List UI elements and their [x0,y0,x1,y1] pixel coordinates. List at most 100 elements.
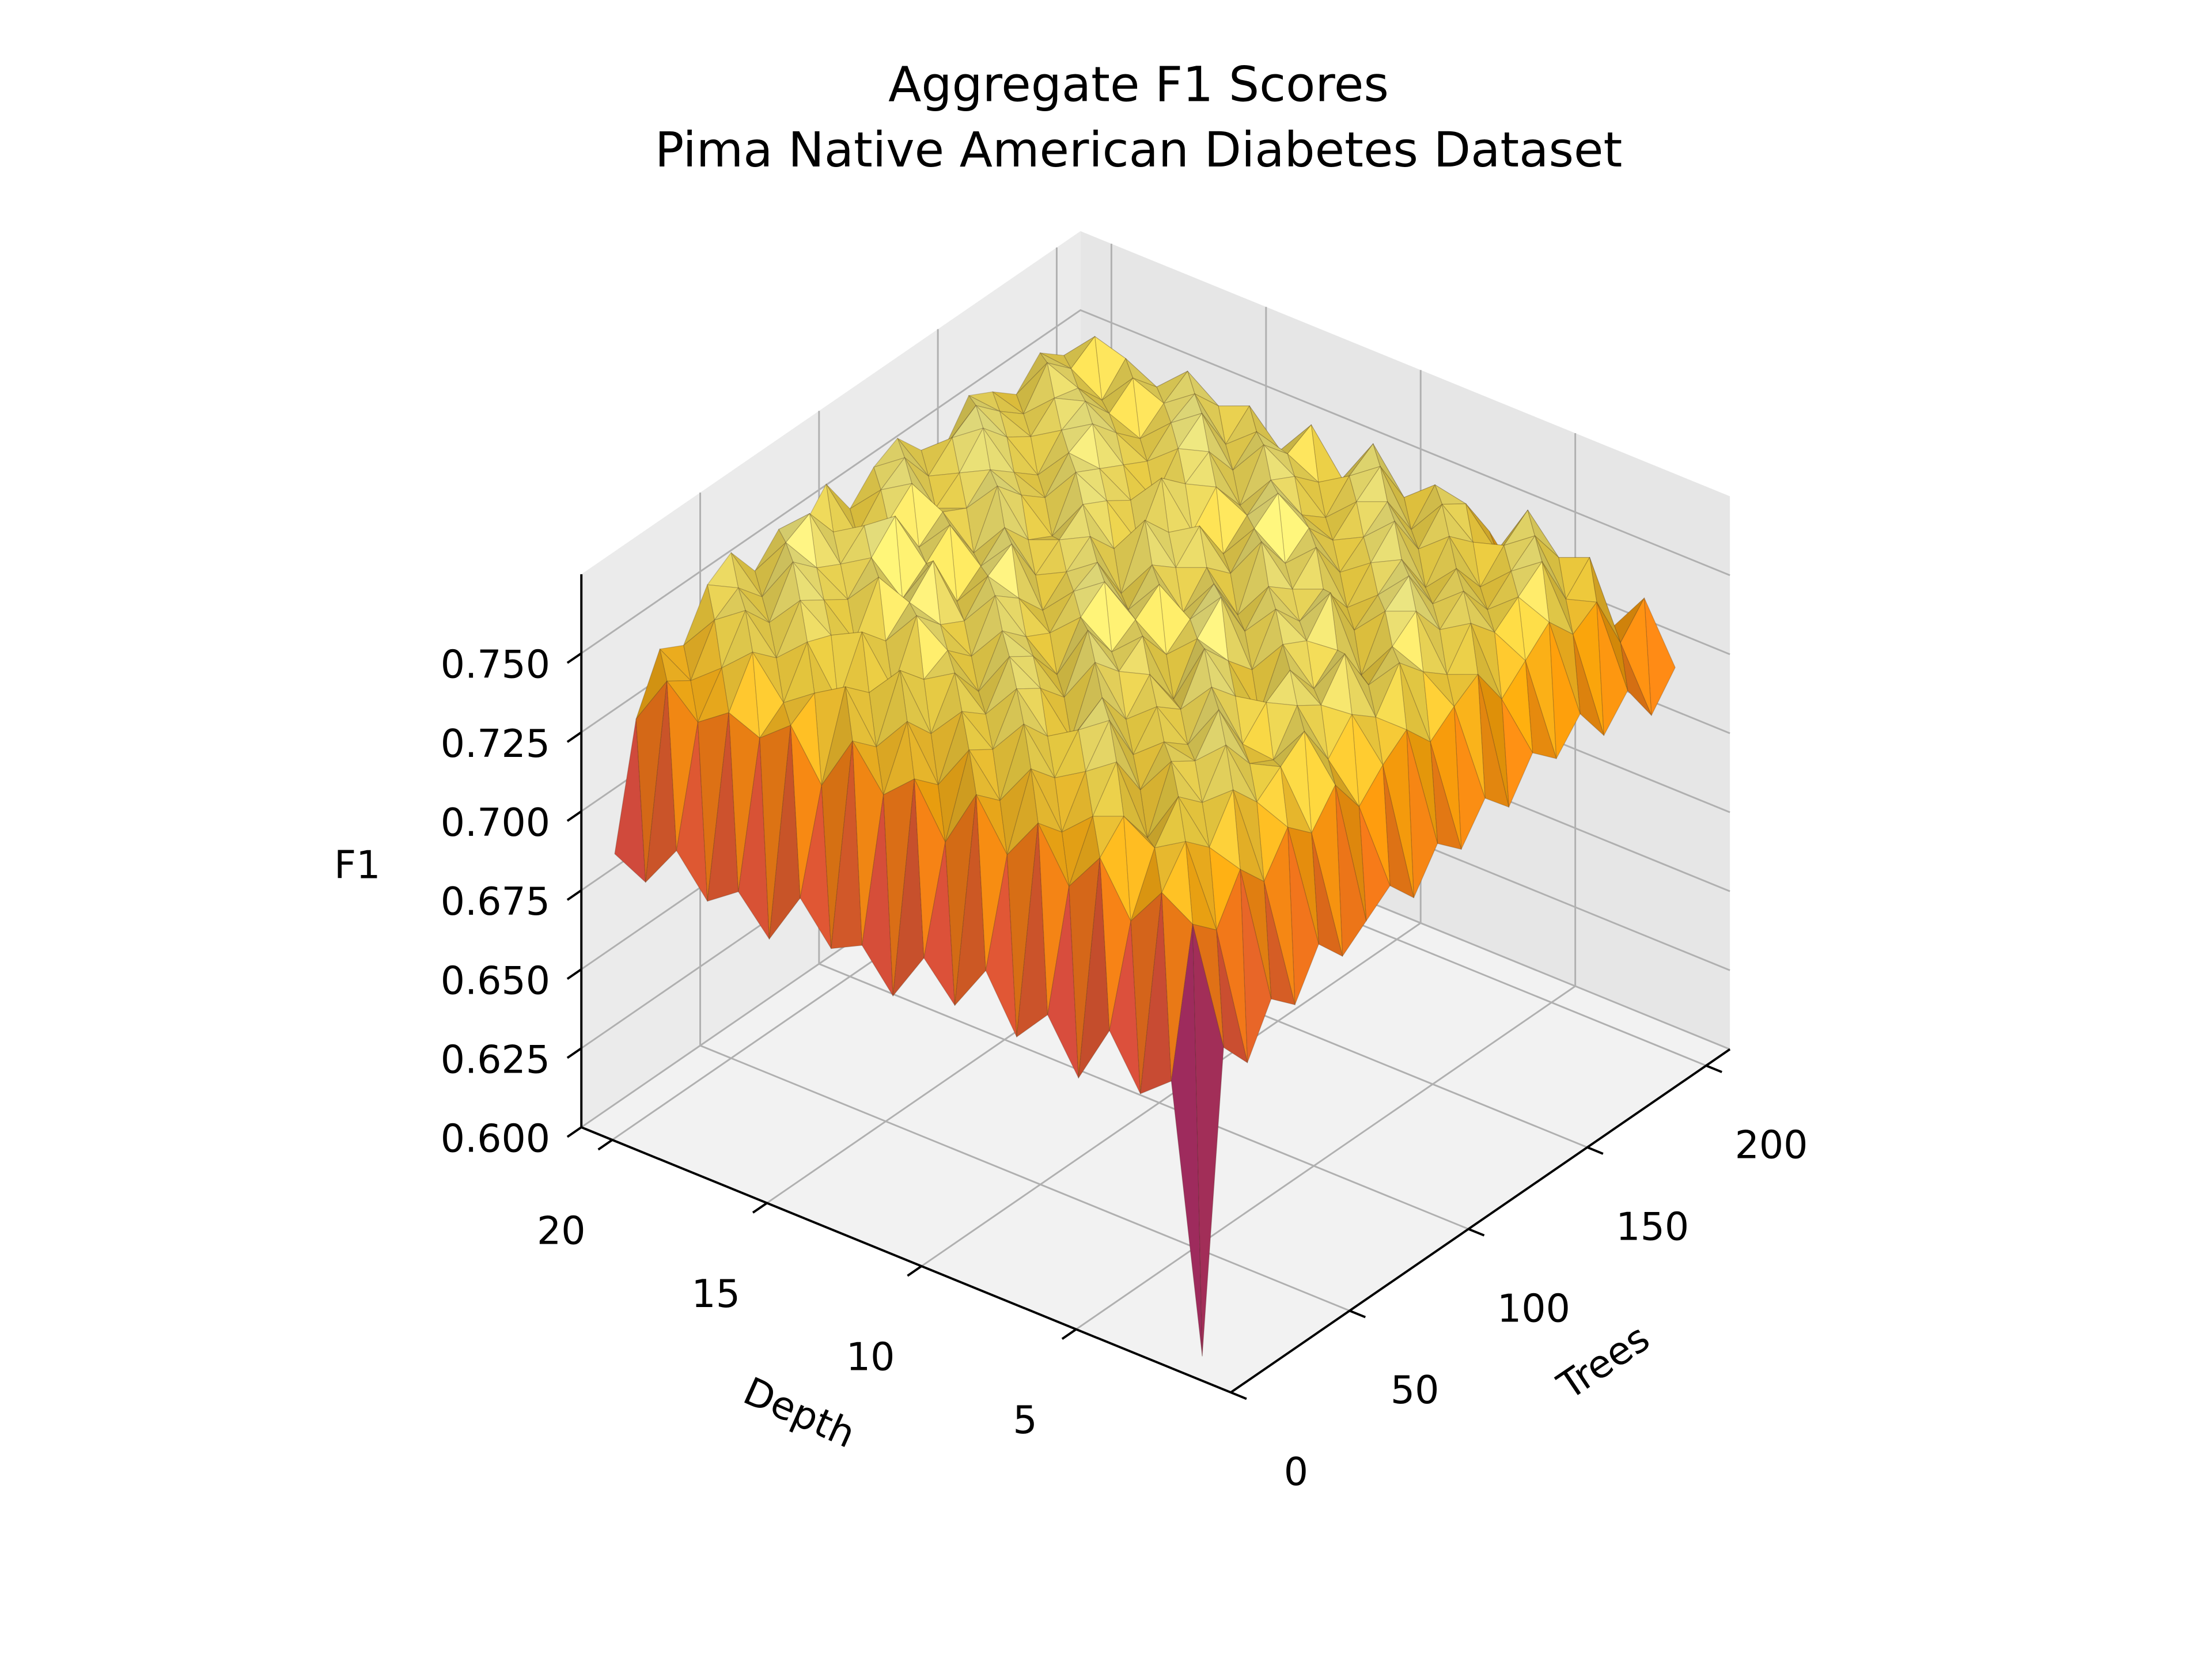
x-tick-label: 200 [1735,1123,1808,1168]
surface-facet [1113,520,1146,594]
surface-facet [1242,702,1274,760]
surface-facet [1037,452,1069,498]
surface-facet [1166,619,1198,655]
surface-facet [1013,472,1046,498]
surface-facet [885,602,917,642]
chart-title: Aggregate F1 Scores [888,56,1389,113]
surface-facet [1213,584,1245,632]
x-axis-line [1230,1048,1731,1393]
surface-facet [721,610,753,669]
surface-facet [1392,611,1424,672]
surface-facet [1263,881,1296,1005]
surface-facet [1097,562,1129,611]
surface-facet [1268,586,1300,622]
surface-facet [1108,377,1141,440]
surface-facet [1441,503,1474,543]
surface-facet [1377,559,1410,596]
z-tick-label: 0.675 [441,879,550,924]
surface-facet [1175,567,1207,613]
surface-facet [1037,823,1070,1016]
surface-facet [1221,596,1253,671]
surface-facet [1006,768,1039,855]
surface-facet [1304,731,1336,834]
surface-facet [1154,841,1186,893]
surface-facet [971,595,1003,657]
surface-facet [880,457,912,490]
surface-facet [730,552,763,597]
y-axis-title: Depth [737,1368,862,1457]
surface-facet [1287,827,1319,1005]
y-tick-label: 10 [846,1335,895,1380]
surface-facet [1335,785,1367,957]
surface-facet [1161,478,1193,532]
x-tick-label: 100 [1497,1286,1570,1331]
surface-facet [1346,562,1378,608]
y-tick-label: 20 [537,1208,586,1253]
surface-facet [871,516,903,600]
surface-facet [1354,594,1386,631]
surface-facet [800,600,832,643]
surface-facet [1044,452,1077,498]
x-tick [1468,1228,1485,1237]
surface-facet [1187,687,1219,745]
surface-facet [992,688,1024,750]
surface-facet [1216,869,1248,1063]
surface-facet [1092,423,1124,465]
z-tick-label: 0.650 [441,958,550,1003]
surface-facet [1158,584,1191,655]
surface-facet [1406,729,1438,844]
surface-facet [1009,656,1041,689]
surface-facet [1192,923,1224,1357]
surface-facet [942,512,974,554]
surface-facet [899,670,931,734]
x-tick [1586,1146,1604,1155]
surface-facet [1525,622,1557,759]
surface-facet [895,516,927,564]
surface-facet [1344,653,1376,718]
surface-facet [1406,729,1438,899]
surface-facet [1394,521,1426,588]
surface-facet [1211,687,1243,745]
surface-facet [852,740,884,796]
x-tick [1706,1065,1722,1073]
y-axis-line [581,1126,1232,1394]
y-tick [597,1139,613,1151]
surface-facet [1031,768,1062,833]
surface-facet [861,631,893,690]
surface-facet [1031,768,1062,833]
surface-facet [816,563,849,600]
surface-facet [1206,567,1238,616]
surface-facet [1123,816,1156,849]
surface-facet [1002,630,1034,657]
surface-facet [1280,731,1312,834]
surface-facet [1087,630,1119,672]
surface-facet [1308,528,1340,573]
surface-facet [1078,697,1110,730]
surface-facet [1358,764,1391,887]
surface-facet [1399,662,1431,743]
surface-facet [968,749,1001,801]
surface-facet [1104,581,1136,620]
surface-facet [1135,584,1167,655]
surface-facet [1408,575,1441,630]
surface-facet [1116,432,1148,465]
surface-facet [1304,731,1336,786]
surface-facet [892,778,925,997]
surface-facet [1146,422,1179,462]
surface-facet [707,552,739,589]
z-tick-label: 0.725 [441,721,550,766]
surface-facet [1503,535,1536,572]
surface-facet [676,722,708,902]
surface-facet [1061,400,1093,431]
surface-facet [1263,444,1296,477]
surface-facet [980,527,1012,567]
surface-facet [923,650,956,680]
surface-facet [904,457,936,509]
surface-facet [1099,857,1131,1031]
surface-facet [1190,596,1222,639]
surface-facet [1311,832,1343,957]
surface-facet [1196,596,1229,661]
z-tick-label: 0.600 [441,1116,550,1161]
z-tick [566,652,582,664]
